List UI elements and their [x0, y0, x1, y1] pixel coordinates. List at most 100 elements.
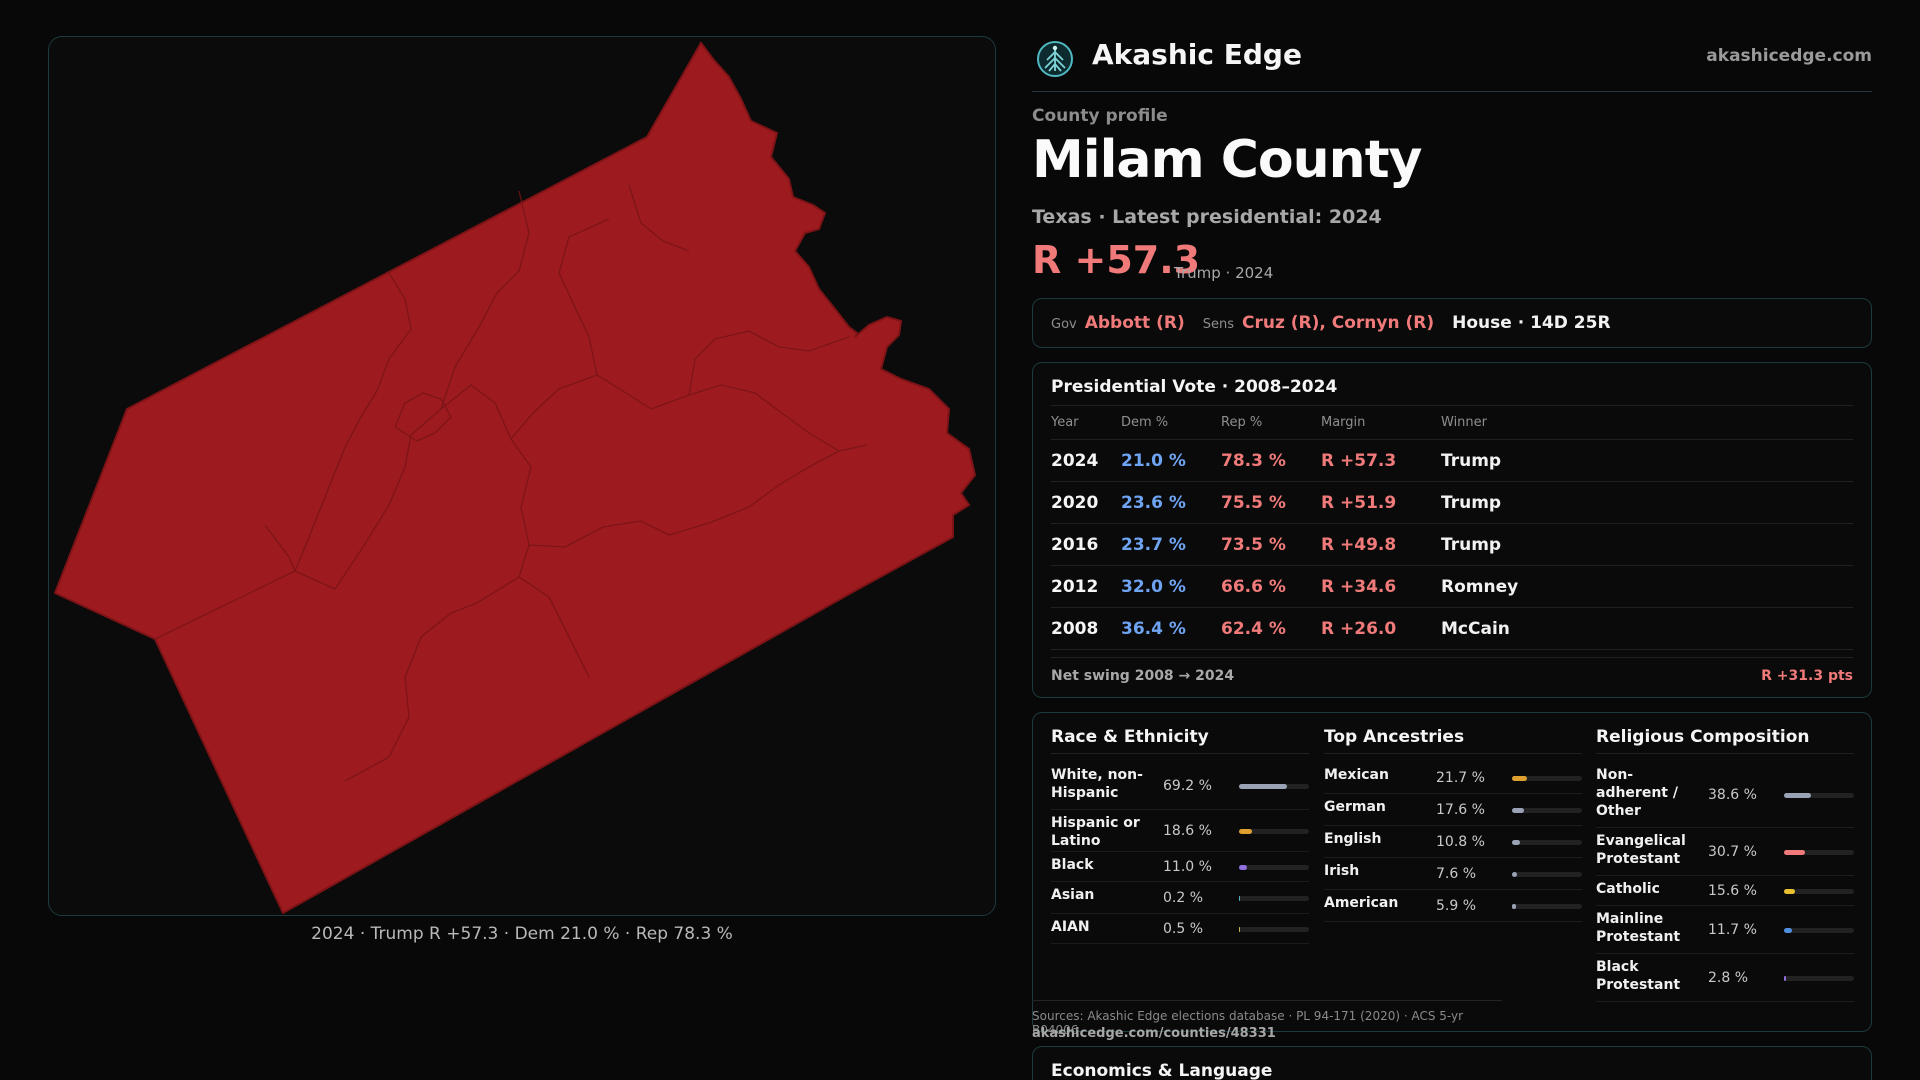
- tree-of-life-icon[interactable]: [1036, 40, 1074, 78]
- ancestry-list: Mexican 21.7 % German 17.6 % English 10.8 % Ir…: [1324, 762, 1582, 922]
- col-margin: Margin: [1321, 405, 1441, 440]
- item-name: Irish: [1324, 863, 1360, 879]
- county-map[interactable]: [48, 36, 996, 916]
- cell-rep: 73.5 %: [1221, 523, 1321, 566]
- percent-bar: [1784, 888, 1854, 894]
- cell-dem: 21.0 %: [1121, 439, 1221, 482]
- net-swing-label: Net swing 2008 → 2024: [1051, 668, 1235, 684]
- brand-url[interactable]: akashicedge.com: [1706, 46, 1872, 66]
- item-percent: 0.2 %: [1163, 889, 1204, 906]
- item-name: German: [1324, 799, 1386, 815]
- col-dem: Dem %: [1121, 405, 1221, 440]
- percent-bar-fill: [1784, 849, 1806, 855]
- cell-margin: R +26.0: [1321, 607, 1441, 650]
- county-shape[interactable]: [53, 41, 977, 915]
- presidential-table: Year Dem % Rep % Margin Winner 2024 21.0 …: [1051, 405, 1853, 650]
- item-percent: 15.6 %: [1708, 882, 1757, 899]
- item-percent: 30.7 %: [1708, 843, 1757, 860]
- list-item: Asian 0.2 %: [1051, 882, 1309, 914]
- item-percent: 69.2 %: [1163, 777, 1212, 794]
- item-name: American: [1324, 895, 1399, 911]
- profile-column: Akashic Edge akashicedge.com County prof…: [1032, 0, 1872, 1080]
- percent-bar: [1512, 871, 1582, 877]
- col-rep: Rep %: [1221, 405, 1321, 440]
- cell-year: 2020: [1051, 481, 1121, 524]
- percent-bar: [1239, 864, 1309, 870]
- percent-bar: [1784, 975, 1854, 981]
- page-title: Milam County: [1032, 130, 1422, 190]
- percent-bar-fill: [1239, 864, 1247, 870]
- presidential-title: Presidential Vote · 2008–2024: [1051, 377, 1338, 397]
- cell-rep: 78.3 %: [1221, 439, 1321, 482]
- item-percent: 38.6 %: [1708, 786, 1757, 803]
- list-item: Non-adherent / Other 38.6 %: [1596, 762, 1854, 828]
- religion-column: Religious Composition Non-adherent / Oth…: [1596, 727, 1854, 1002]
- brand-header: Akashic Edge akashicedge.com: [1032, 36, 1872, 92]
- item-name: Mexican: [1324, 767, 1389, 783]
- cell-dem: 23.7 %: [1121, 523, 1221, 566]
- list-item: Hispanic or Latino 18.6 %: [1051, 810, 1309, 852]
- percent-bar: [1239, 926, 1309, 932]
- table-row: 2008 36.4 % 62.4 % R +26.0 McCain: [1051, 607, 1853, 650]
- list-item: AIAN 0.5 %: [1051, 914, 1309, 944]
- list-item: Mexican 21.7 %: [1324, 762, 1582, 794]
- item-name: Black: [1051, 857, 1094, 873]
- officials-card: Gov Abbott (R) Sens Cruz (R), Cornyn (R)…: [1032, 298, 1872, 348]
- list-item: Black 11.0 %: [1051, 852, 1309, 882]
- cell-rep: 62.4 %: [1221, 607, 1321, 650]
- net-swing-value: R +31.3 pts: [1761, 668, 1853, 684]
- ancestry-title: Top Ancestries: [1324, 727, 1582, 754]
- percent-bar-fill: [1512, 775, 1528, 781]
- list-item: White, non-Hispanic 69.2 %: [1051, 762, 1309, 810]
- cell-winner: Romney: [1441, 565, 1853, 608]
- headline-margin-note: Trump · 2024: [1174, 264, 1274, 282]
- cell-year: 2016: [1051, 523, 1121, 566]
- cell-year: 2008: [1051, 607, 1121, 650]
- item-name: Black Protestant: [1596, 959, 1681, 993]
- table-header-row: Year Dem % Rep % Margin Winner: [1051, 405, 1853, 440]
- house-delegation: House · 14D 25R: [1452, 313, 1611, 333]
- cell-dem: 36.4 %: [1121, 607, 1221, 650]
- percent-bar-fill: [1512, 903, 1517, 909]
- item-percent: 2.8 %: [1708, 969, 1749, 986]
- list-item: Catholic 15.6 %: [1596, 876, 1854, 906]
- senators-names: Cruz (R), Cornyn (R): [1241, 313, 1435, 333]
- religion-list: Non-adherent / Other 38.6 % Evangelical Pr…: [1596, 762, 1854, 1002]
- sources-note: Sources: Akashic Edge elections database…: [1032, 1000, 1502, 1037]
- page-kicker: County profile: [1032, 106, 1168, 126]
- economics-card: Economics & Language: [1032, 1046, 1872, 1080]
- percent-bar: [1784, 927, 1854, 933]
- item-percent: 7.6 %: [1436, 865, 1477, 882]
- list-item: American 5.9 %: [1324, 890, 1582, 922]
- list-item: German 17.6 %: [1324, 794, 1582, 826]
- list-item: Evangelical Protestant 30.7 %: [1596, 828, 1854, 876]
- list-item: Irish 7.6 %: [1324, 858, 1582, 890]
- item-percent: 17.6 %: [1436, 801, 1485, 818]
- county-map-svg: [53, 41, 977, 915]
- item-name: Mainline Protestant: [1596, 911, 1681, 945]
- item-name: Evangelical Protestant: [1596, 833, 1686, 867]
- headline-margin: R +57.3: [1032, 238, 1201, 282]
- list-item: Black Protestant 2.8 %: [1596, 954, 1854, 1002]
- percent-bar-fill: [1512, 839, 1520, 845]
- percent-bar: [1239, 828, 1309, 834]
- percent-bar: [1512, 807, 1582, 813]
- percent-bar: [1239, 895, 1309, 901]
- item-percent: 5.9 %: [1436, 897, 1477, 914]
- list-item: English 10.8 %: [1324, 826, 1582, 858]
- table-row: 2020 23.6 % 75.5 % R +51.9 Trump: [1051, 481, 1853, 524]
- percent-bar: [1512, 839, 1582, 845]
- item-name: Non-adherent / Other: [1596, 767, 1678, 819]
- brand-name[interactable]: Akashic Edge: [1092, 38, 1302, 71]
- percent-bar-fill: [1784, 792, 1812, 798]
- cell-rep: 66.6 %: [1221, 565, 1321, 608]
- sources-url[interactable]: akashicedge.com/counties/48331: [1032, 1026, 1276, 1041]
- table-row: 2024 21.0 % 78.3 % R +57.3 Trump: [1051, 439, 1853, 482]
- item-name: Hispanic or Latino: [1051, 815, 1140, 849]
- percent-bar-fill: [1784, 975, 1786, 981]
- item-name: White, non-Hispanic: [1051, 767, 1143, 801]
- percent-bar: [1784, 849, 1854, 855]
- gov-label: Gov: [1051, 317, 1077, 332]
- percent-bar: [1784, 792, 1854, 798]
- col-winner: Winner: [1441, 405, 1853, 440]
